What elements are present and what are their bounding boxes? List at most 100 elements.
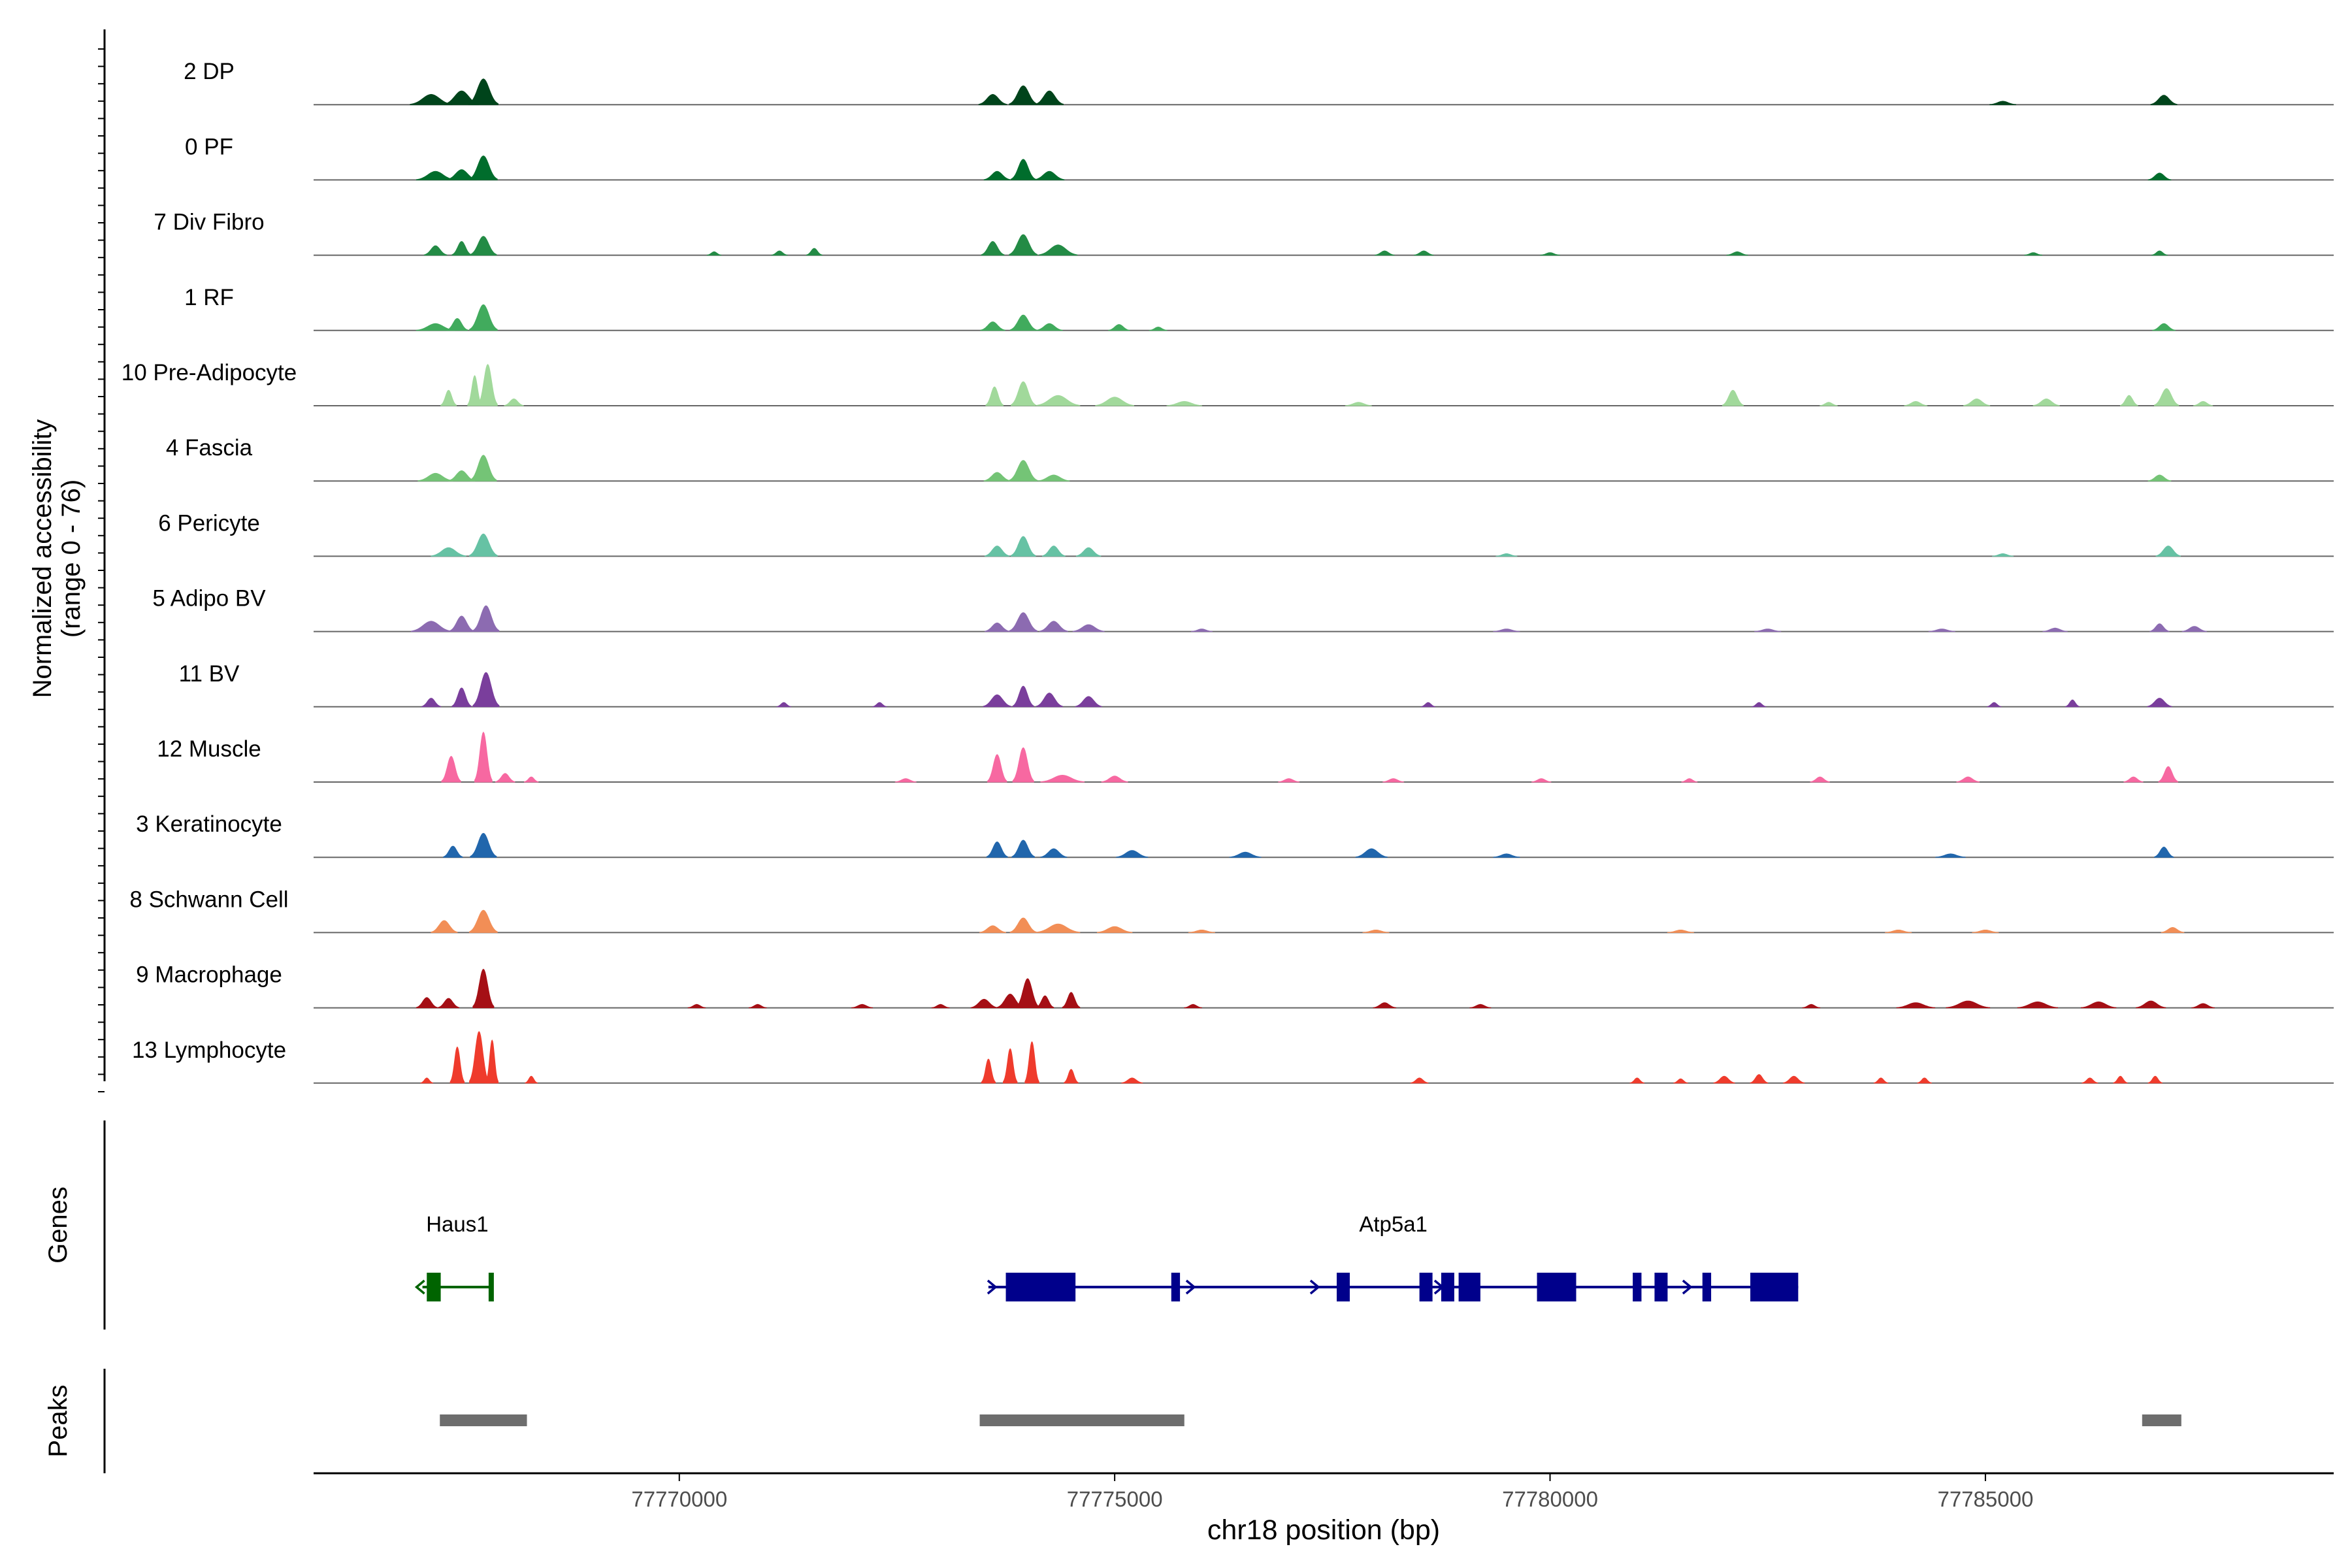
coverage-y-axis-ticks [98, 48, 105, 1092]
gene-model: Haus1 [414, 1212, 494, 1301]
coverage-y-axis-title: Normalized accessibility [28, 419, 57, 698]
coverage-peak [1375, 250, 1395, 256]
track-label: 13 Lymphocyte [132, 1037, 286, 1063]
coverage-peak [1382, 778, 1405, 783]
coverage-peak [485, 1039, 498, 1084]
coverage-peak [1012, 685, 1034, 708]
gene-strand-arrow [1309, 1279, 1320, 1295]
coverage-peak [1062, 992, 1081, 1009]
coverage-peak [1036, 923, 1081, 933]
coverage-peak [970, 998, 998, 1009]
coverage-peak [1040, 848, 1068, 858]
coverage-peak [441, 755, 461, 783]
coverage-peak [1024, 1041, 1039, 1084]
coverage-peak [987, 754, 1007, 783]
gene-exon [488, 1273, 494, 1301]
coverage-peak [2181, 626, 2207, 632]
track-label: 5 Adipo BV [152, 586, 266, 612]
coverage-peak [776, 702, 791, 708]
coverage-peak [1101, 776, 1128, 783]
gene-exon [1005, 1273, 1076, 1301]
coverage-peak [771, 250, 788, 256]
coverage-peak [440, 389, 457, 406]
track-label: 12 Muscle [157, 736, 261, 762]
coverage-peak [449, 1046, 465, 1084]
coverage-peak [978, 93, 1007, 105]
coverage-peak [1935, 853, 1966, 858]
coverage-peak [1011, 536, 1036, 557]
gene-strand-arrow [1185, 1279, 1196, 1295]
gene-model: Atp5a1 [987, 1212, 1799, 1301]
coverage-peak [1036, 693, 1063, 708]
coverage-peak [2193, 400, 2213, 406]
coverage-track: 9 Macrophage [136, 962, 2334, 1009]
coverage-peak [1972, 930, 1999, 933]
gene-exon [1702, 1273, 1712, 1301]
coverage-peak [2033, 398, 2060, 406]
coverage-peak [1362, 930, 1390, 933]
coverage-peak [2136, 1000, 2166, 1009]
coverage-peak [1009, 460, 1037, 482]
coverage-peak [1036, 395, 1081, 406]
coverage-peak [2065, 699, 2080, 708]
x-axis-tick-label: 77785000 [1937, 1487, 2033, 1511]
coverage-peak [1904, 400, 1928, 406]
coverage-tracks: 2 DP 0 PF 7 Div Fibro 1 RF 10 Pre-Adipocyte 4… [122, 59, 2334, 1084]
coverage-peak [1012, 747, 1034, 783]
coverage-track: 6 Pericyte [158, 510, 2334, 557]
coverage-track: 10 Pre-Adipocyte [122, 360, 2334, 406]
coverage-peak [1003, 1048, 1018, 1084]
coverage-peak [2154, 846, 2174, 858]
coverage-peak [2017, 1001, 2058, 1009]
coverage-peak [2148, 474, 2172, 482]
coverage-peak [687, 1004, 706, 1009]
coverage-peak [1917, 1077, 1932, 1084]
coverage-peak [2150, 95, 2178, 105]
coverage-peak [449, 615, 474, 632]
coverage-peak [1783, 1075, 1805, 1084]
coverage-peak [469, 155, 498, 180]
track-label: 8 Schwann Cell [129, 887, 288, 912]
coverage-peak [981, 240, 1005, 256]
coverage-peak [1885, 930, 1912, 933]
coverage-peak [1036, 323, 1063, 331]
genes-panel-label: Genes [44, 1186, 73, 1264]
coverage-peak [1034, 171, 1065, 180]
coverage-peak [524, 776, 539, 783]
coverage-peak [472, 672, 500, 708]
coverage-peak [1963, 398, 1991, 406]
coverage-peak [451, 240, 472, 256]
gene-name-label: Haus1 [426, 1212, 488, 1236]
coverage-peak [1987, 702, 2002, 708]
coverage-track: 12 Muscle [157, 731, 2334, 783]
coverage-peak [985, 386, 1004, 406]
coverage-peak [1097, 926, 1133, 933]
coverage-peak [2155, 546, 2181, 557]
coverage-track: 4 Fascia [166, 435, 2334, 482]
coverage-peak [894, 778, 917, 783]
coverage-peak [431, 920, 458, 933]
coverage-peak [986, 841, 1008, 858]
coverage-peak [1989, 101, 2016, 105]
coverage-peak [1076, 547, 1102, 557]
peaks-panel: Peaks [44, 1369, 2181, 1473]
gene-exon [1419, 1273, 1433, 1301]
coverage-track: 11 BV [179, 661, 2334, 708]
coverage-peak [1754, 629, 1782, 632]
gene-strand-arrow [987, 1279, 998, 1295]
coverage-peak [470, 832, 497, 858]
coverage-peak [1116, 850, 1149, 858]
coverage-peak [983, 694, 1011, 708]
gene-exon [1654, 1273, 1668, 1301]
coverage-track: 13 Lymphocyte [132, 1031, 2334, 1084]
coverage-peak [2148, 172, 2172, 180]
coverage-peak [1713, 1075, 1735, 1084]
coverage-panel: Normalized accessibility (range 0 - 76) … [28, 29, 2334, 1092]
coverage-peak [451, 687, 472, 708]
coverage-y-axis-subtitle: (range 0 - 76) [57, 480, 86, 638]
coverage-peak [1495, 553, 1518, 557]
coverage-peak [1345, 402, 1372, 406]
coverage-peak [1075, 696, 1102, 708]
gene-strand-arrow [414, 1279, 425, 1295]
peaks-panel-label: Peaks [44, 1384, 73, 1457]
